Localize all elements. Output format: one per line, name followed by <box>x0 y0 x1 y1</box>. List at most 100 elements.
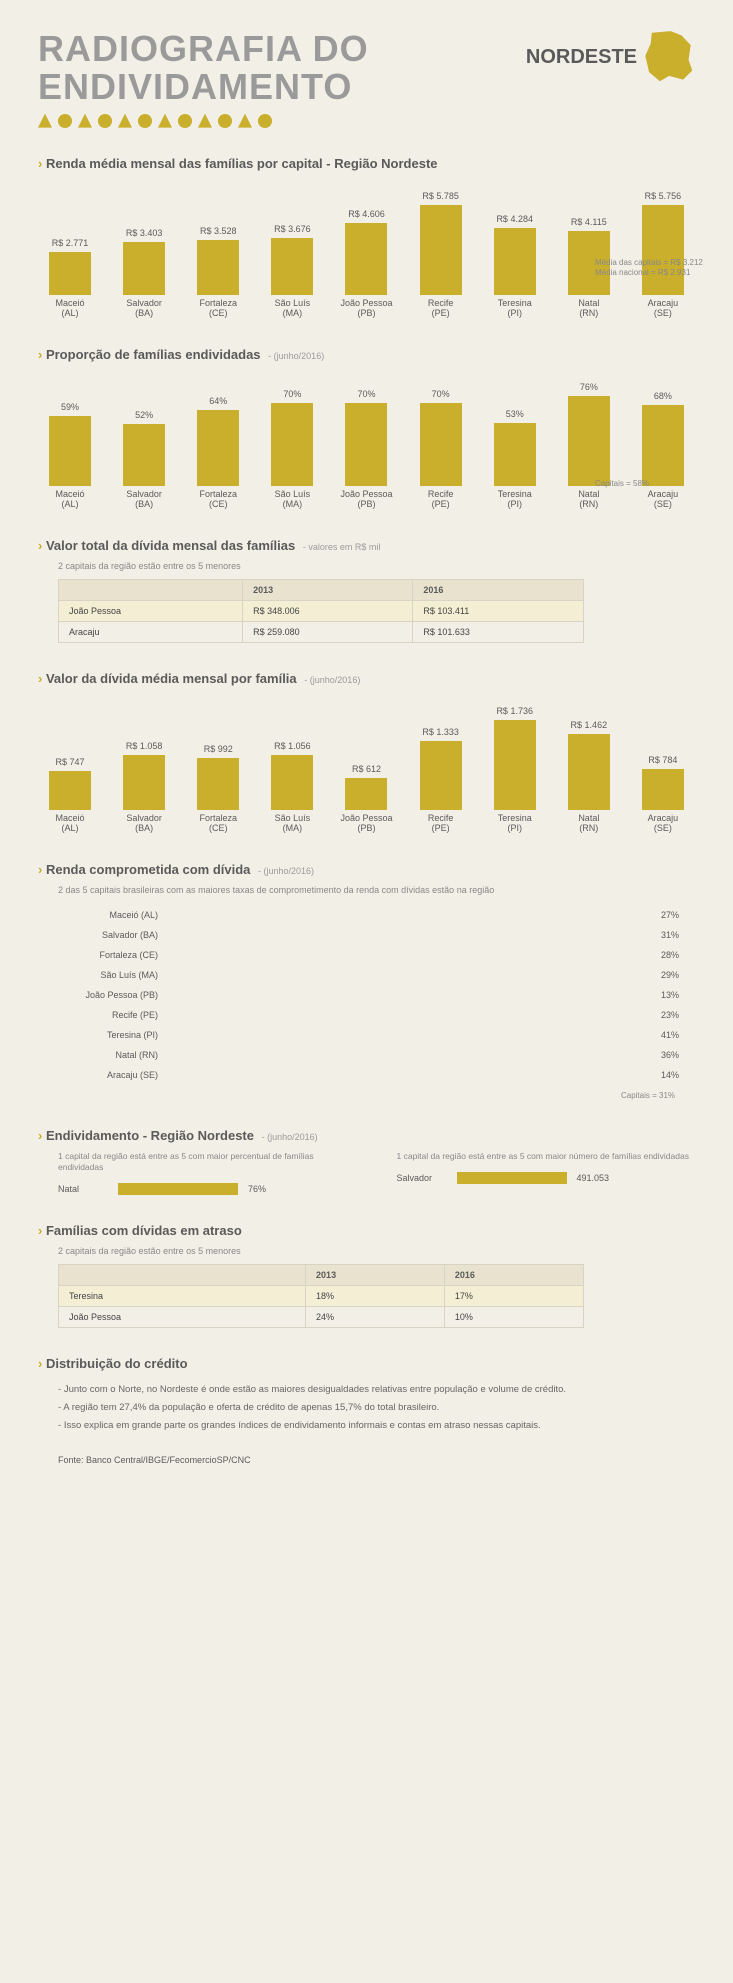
bar-value: R$ 1.058 <box>126 741 163 751</box>
hbar-value: 31% <box>661 930 695 940</box>
section-valor-divida: Valor da dívida média mensal por família… <box>38 671 695 834</box>
section-title-text: Proporção de famílias endividadas <box>46 347 261 362</box>
col-left: 1 capital da região está entre as 5 com … <box>58 1151 357 1195</box>
th: 2013 <box>243 579 413 600</box>
bullet: A região tem 27,4% da população e oferta… <box>58 1399 695 1417</box>
bar-col: R$ 747Maceió(AL) <box>38 757 102 834</box>
bar <box>123 242 165 295</box>
bar-label: Aracaju(SE) <box>648 814 679 834</box>
section-title-text: Valor da dívida média mensal por família <box>46 671 297 686</box>
hbar-value: 23% <box>661 1010 695 1020</box>
bar-value: 76% <box>580 382 598 392</box>
td: R$ 101.633 <box>413 621 583 642</box>
decor-icon <box>238 114 252 128</box>
chart-note-line: Média nacional = R$ 2.931 <box>595 268 705 278</box>
bar-label: Aracaju(SE) <box>648 490 679 510</box>
bar-value: R$ 747 <box>56 757 85 767</box>
bar <box>271 755 313 810</box>
bar-label: João Pessoa(PB) <box>340 299 392 319</box>
bar-col: R$ 3.403Salvador(BA) <box>112 228 176 319</box>
td: 10% <box>444 1306 583 1327</box>
section-title-text: Valor total da dívida mensal das família… <box>46 538 295 553</box>
bar-col: 70%João Pessoa(PB) <box>334 389 398 510</box>
td: Aracaju <box>59 621 243 642</box>
bar-col: R$ 5.756Aracaju(SE) <box>631 191 695 318</box>
bar-chart-proporcao: Capitais = 58% 59%Maceió(AL)52%Salvador(… <box>38 380 695 510</box>
bar-value: R$ 5.756 <box>645 191 682 201</box>
bar-col: 53%Teresina(PI) <box>483 409 547 510</box>
section-renda-media: Renda média mensal das famílias por capi… <box>38 156 695 319</box>
bar-label: Natal(RN) <box>578 490 599 510</box>
bar-chart-valor-divida: R$ 747Maceió(AL) R$ 1.058 Salvador(BA) R$ 9… <box>38 704 695 834</box>
chart-note: Média das capitais = R$ 3.212 Média naci… <box>595 258 705 279</box>
col-note: 1 capital da região está entre as 5 com … <box>58 1151 357 1173</box>
title-line1: RADIOGRAFIA DO <box>38 30 526 68</box>
hbar-label: Teresina (PI) <box>58 1030 158 1040</box>
icon-row <box>38 114 695 128</box>
section-sub: - (junho/2016) <box>262 1132 318 1142</box>
bar-value: 68% <box>654 391 672 401</box>
decor-icon <box>198 114 212 128</box>
decor-icon <box>218 114 232 128</box>
bar <box>197 758 239 809</box>
th: 2013 <box>306 1264 445 1285</box>
bar-col: 76% Natal(RN) <box>557 382 621 510</box>
hbar-row: Recife (PE)23% <box>58 1005 695 1025</box>
bar-col: R$ 5.785Recife(PE) <box>409 191 473 319</box>
bar-label: Teresina(PI) <box>498 490 532 510</box>
bar <box>197 240 239 295</box>
bar-value: 70% <box>432 389 450 399</box>
bar-label: São Luís(MA) <box>275 299 311 319</box>
decor-icon <box>38 114 52 128</box>
bar-col: R$ 1.058 Salvador(BA) <box>112 741 176 834</box>
bar-col: R$ 1.462Natal(RN) <box>557 720 621 834</box>
bar-col: 70%Recife(PE) <box>409 389 473 510</box>
bar-col: R$ 1.333Recife(PE) <box>409 727 473 834</box>
bar-col: 68% Aracaju(SE) <box>631 391 695 509</box>
single-bar: Salvador 491.053 <box>397 1172 696 1184</box>
hbar-value: 41% <box>661 1030 695 1040</box>
bar-value: R$ 1.056 <box>274 741 311 751</box>
bar-label: João Pessoa(PB) <box>340 814 392 834</box>
bar-label: Recife(PE) <box>428 299 454 319</box>
hbar-label: Natal (RN) <box>58 1050 158 1060</box>
bar-col: R$ 992Fortaleza(CE) <box>186 744 250 833</box>
hbar-label: São Luís (MA) <box>58 970 158 980</box>
td: Teresina <box>59 1285 306 1306</box>
hbar-row: São Luís (MA)29% <box>58 965 695 985</box>
section-title: Valor da dívida média mensal por família… <box>38 671 695 686</box>
bar-label: Maceió(AL) <box>56 299 85 319</box>
hbar-row: Natal (RN) 36% <box>58 1045 695 1065</box>
table-atraso: 20132016Teresina18%17%João Pessoa24%10% <box>58 1264 584 1328</box>
section-title: Valor total da dívida mensal das família… <box>38 538 695 553</box>
bar-value: 76% <box>248 1184 266 1194</box>
header: RADIOGRAFIA DO ENDIVIDAMENTO NORDESTE <box>38 30 695 106</box>
section-title-text: Endividamento - Região Nordeste <box>46 1128 254 1143</box>
source: Fonte: Banco Central/IBGE/FecomercioSP/C… <box>58 1455 695 1465</box>
bar-col: 70%São Luís(MA) <box>260 389 324 510</box>
section-sub: - (junho/2016) <box>268 351 324 361</box>
bar-col: R$ 1.736Teresina(PI) <box>483 706 547 834</box>
td: R$ 103.411 <box>413 600 583 621</box>
bar-col: R$ 784Aracaju(SE) <box>631 755 695 833</box>
bar-label: Salvador(BA) <box>126 814 162 834</box>
th <box>59 1264 306 1285</box>
bar-value: R$ 4.115 <box>571 217 607 227</box>
decor-icon <box>178 114 192 128</box>
bar <box>568 396 610 486</box>
bar-value: R$ 3.528 <box>200 226 237 236</box>
td: João Pessoa <box>59 1306 306 1327</box>
bar-col: 64%Fortaleza(CE) <box>186 396 250 510</box>
bar <box>642 205 684 295</box>
td: R$ 348.006 <box>243 600 413 621</box>
section-title: Famílias com dívidas em atraso <box>38 1223 695 1238</box>
bar <box>345 778 387 810</box>
bar-label: São Luís(MA) <box>275 490 311 510</box>
hbar-label: João Pessoa (PB) <box>58 990 158 1000</box>
td: João Pessoa <box>59 600 243 621</box>
hbar-value: 36% <box>661 1050 695 1060</box>
section-title: Proporção de famílias endividadas - (jun… <box>38 347 695 362</box>
bar <box>420 741 462 810</box>
hbar-note: Capitais = 31% <box>38 1091 675 1100</box>
section-renda-comprometida: Renda comprometida com dívida - (junho/2… <box>38 862 695 1100</box>
